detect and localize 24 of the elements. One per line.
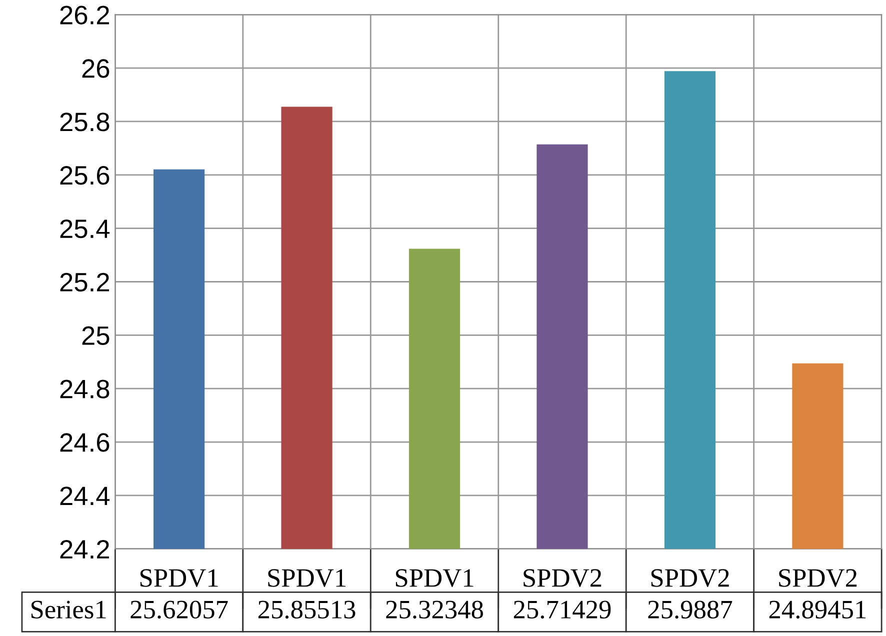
y-tick-label: 25.8 [60,112,110,132]
x-tick-label: SPDV2 [524,569,602,588]
y-tick-label: 25.4 [60,219,110,238]
y-tick-label: 26 [82,59,110,78]
data-label: 25.62057 [130,600,228,619]
data-label: 25.85513 [258,600,356,619]
y-tick-label: 25.6 [60,166,110,185]
data-label: 25.32348 [386,600,483,619]
y-tick-label: 24.2 [60,540,109,558]
x-tick-label: SPDV2 [651,569,729,588]
x-tick-label: SPDV1 [268,569,346,588]
y-tick-label: 25 [82,326,110,345]
data-label: 25.9887 [648,600,732,619]
series-label: Series1 [31,600,106,619]
y-tick-label: 24.8 [60,380,110,398]
x-tick-label: SPDV1 [396,569,474,588]
data-label: 24.89451 [769,600,866,619]
y-tick-label: 25.2 [60,272,109,292]
x-tick-label: SPDV2 [779,569,857,588]
y-tick-label: 24.6 [60,433,110,452]
y-tick-label: 26.2 [60,6,109,24]
data-label: 25.71429 [514,600,611,619]
x-tick-label: SPDV1 [140,569,218,588]
y-tick-label: 24.4 [60,486,110,506]
